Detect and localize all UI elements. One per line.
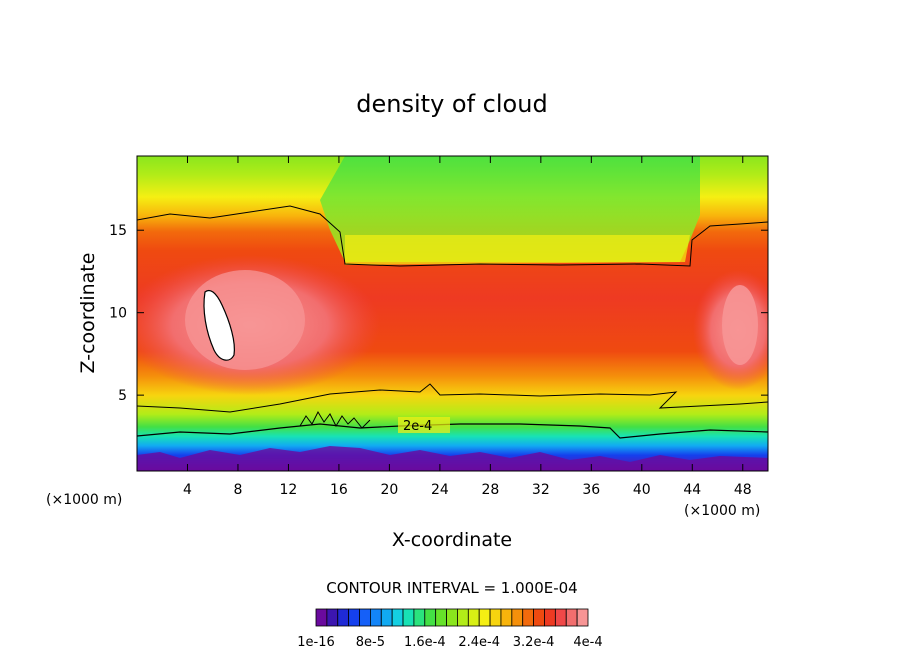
x-tick-label: 12	[280, 482, 298, 498]
colorbar-swatch	[348, 608, 360, 627]
left-core-inner	[185, 270, 305, 370]
x-axis-ticks: 4 8 12 16 20 24 28 32 36 40 44 48	[183, 156, 752, 498]
colorbar-swatch	[544, 608, 556, 627]
contour-line-middle	[137, 383, 768, 413]
right-core-inner	[722, 285, 758, 365]
lower-ragged-band	[137, 446, 768, 471]
colorbar-swatch	[413, 608, 426, 627]
colorbar-swatch	[511, 608, 524, 627]
colorbar-label: 8e-5	[356, 635, 385, 650]
colorbar-swatch	[467, 608, 480, 627]
colorbar-swatch	[326, 608, 339, 627]
colorbar-swatch	[565, 608, 578, 627]
colorbar-swatch	[576, 608, 589, 627]
colorbar-swatch	[478, 608, 491, 627]
colorbar-swatch	[315, 608, 328, 627]
colorbar-swatch	[446, 608, 458, 627]
x-unit-left: (×1000 m)	[46, 492, 122, 508]
x-tick-label: 40	[633, 482, 651, 498]
contour-noise	[299, 410, 371, 429]
colorbar-swatch	[337, 608, 350, 627]
x-tick-label: 32	[532, 482, 550, 498]
plot-area	[137, 156, 768, 471]
colorbar-label: 1e-16	[297, 635, 335, 650]
x-tick-label: 36	[582, 482, 600, 498]
colorbar-swatch	[533, 608, 545, 627]
x-unit-right: (×1000 m)	[684, 503, 760, 519]
colorbar-swatch	[424, 608, 437, 627]
y-tick-label: 5	[118, 388, 127, 404]
x-tick-label: 16	[330, 482, 348, 498]
contour-interval: CONTOUR INTERVAL = 1.000E-04	[326, 579, 577, 597]
x-tick-label: 8	[233, 482, 242, 498]
y-axis-label: Z-coordinate	[77, 253, 99, 374]
contour-line-2e-4	[137, 423, 768, 439]
colorbar-label: 1.6e-4	[404, 635, 446, 650]
x-tick-label: 24	[431, 482, 449, 498]
colorbar-swatch	[500, 608, 513, 627]
contour-label-box	[398, 417, 450, 433]
colorbar-swatch	[359, 608, 371, 627]
y-tick-label: 15	[109, 223, 127, 239]
x-tick-label: 44	[683, 482, 701, 498]
y-tick-label: 10	[109, 306, 127, 322]
x-tick-label: 28	[481, 482, 499, 498]
colorbar-swatch	[391, 608, 404, 627]
upper-yellow-band	[345, 235, 690, 265]
colorbar-swatch	[554, 608, 567, 627]
colorbar-swatch	[435, 608, 447, 627]
colorbar-label: 2.4e-4	[458, 635, 500, 650]
chart-title: density of cloud	[356, 90, 547, 118]
contour-line-upper	[137, 205, 768, 267]
colorbar-label: 3.2e-4	[513, 635, 555, 650]
colorbar-swatch	[402, 608, 415, 627]
plot-border	[136, 155, 769, 472]
contour-label: 2e-4	[403, 419, 432, 434]
x-axis-label: X-coordinate	[392, 529, 512, 551]
colorbar	[315, 608, 589, 627]
colorbar-labels: 1e-16 8e-5 1.6e-4 2.4e-4 3.2e-4 4e-4	[297, 635, 602, 650]
x-tick-label: 48	[734, 482, 752, 498]
x-tick-label: 20	[380, 482, 398, 498]
y-axis-ticks: 5 10 15	[109, 223, 768, 404]
x-tick-label: 4	[183, 482, 192, 498]
colorbar-swatch	[457, 608, 469, 627]
colorbar-swatch	[522, 608, 534, 627]
colorbar-swatch	[369, 608, 382, 627]
colorbar-swatch	[380, 608, 393, 627]
colorbar-swatch	[489, 608, 502, 627]
colorbar-label: 4e-4	[573, 635, 602, 650]
max-density-region	[203, 289, 235, 361]
